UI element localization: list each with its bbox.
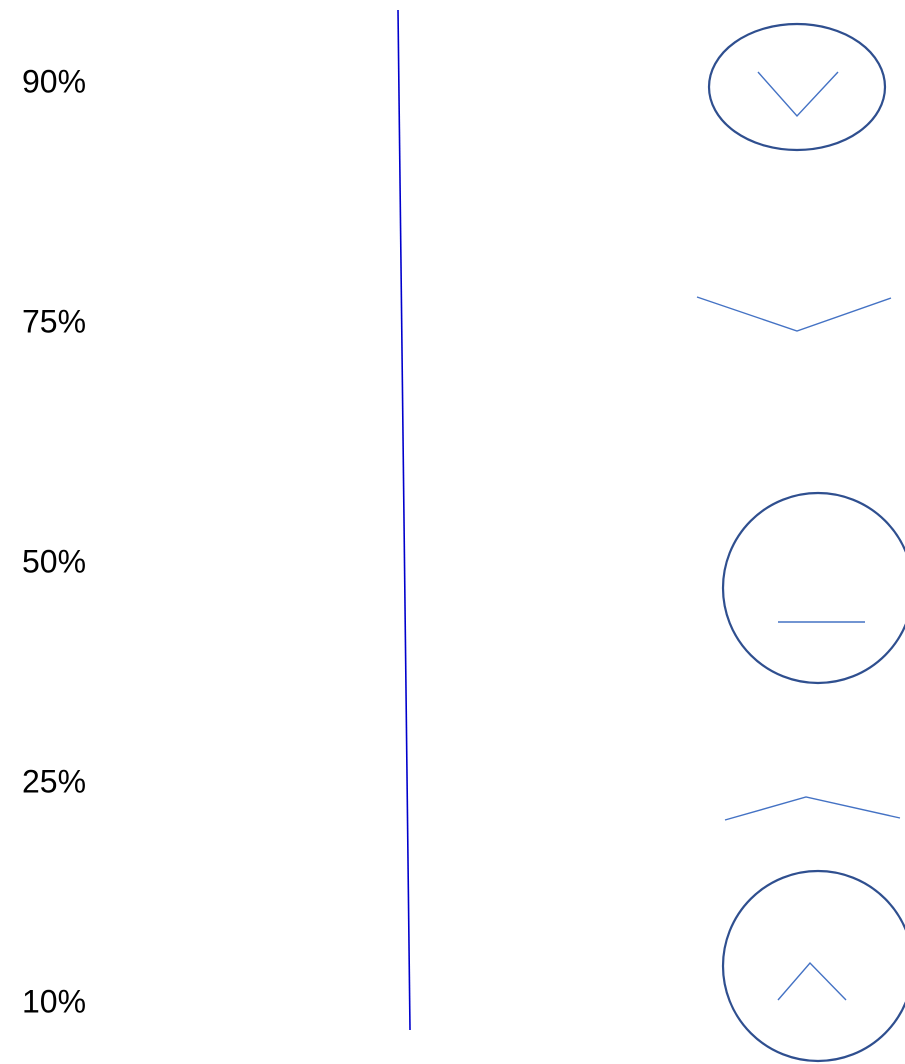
chevron-wide-up [724,796,901,821]
icon-double-up [721,869,905,1063]
icon-ring [707,22,887,152]
icon-ring [721,869,905,1063]
level-label: 90% [22,63,86,99]
icon-double-down [707,22,887,152]
level-label: 75% [22,303,86,339]
divider-line [397,9,411,1031]
level-label: 50% [22,543,86,579]
chevron-down [757,71,839,118]
chevron-up [777,961,847,1001]
level-label: 25% [22,763,86,799]
chevron-wide-down [696,296,892,332]
icon-neutral [721,491,905,685]
level-label: 10% [22,983,86,1019]
icon-ring [721,491,905,685]
